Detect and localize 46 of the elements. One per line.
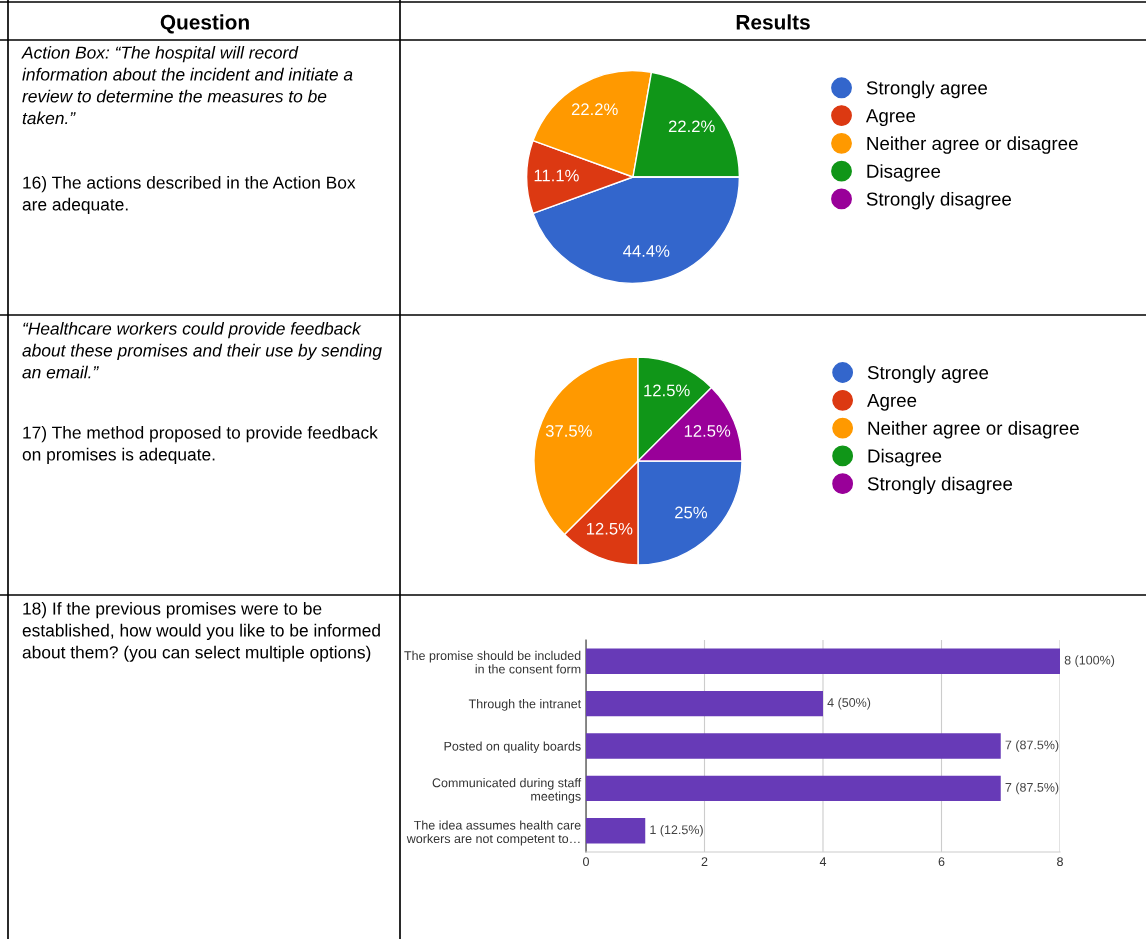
x-tick-label: 2: [701, 857, 708, 866]
text: Action Box: “The hospital will record information about the incident and initiate a review to determine the measures to be taken.”: [21, 46, 353, 125]
legend-label: Disagree: [867, 164, 941, 182]
text: 17) The method proposed to provide feedback on promises is adequate.: [22, 426, 378, 465]
legend-label: Neither agree or disagree: [867, 136, 1078, 154]
data-label: 22.2%: [571, 103, 618, 116]
bar: [586, 775, 1001, 802]
legend-label: Agree: [867, 393, 917, 411]
x-tick-label: 6: [938, 857, 945, 867]
data-label: 8 (100%): [1064, 655, 1115, 668]
legend-label: Neither agree or disagree: [868, 421, 1079, 439]
text: Question: [160, 14, 249, 34]
text: Results: [736, 14, 810, 30]
y-tick-label: Through the intranet: [468, 699, 582, 711]
text: 16) The actions described in the Action Box are adequate.: [22, 176, 356, 215]
text: “Healthcare workers could provide feedback about these promises and their use by sending an email.”: [22, 322, 382, 379]
legend-label: Disagree: [868, 448, 942, 467]
legend-label: Strongly agree: [866, 80, 988, 99]
legend-label: Agree: [865, 109, 916, 127]
data-label: 7 (87.5%): [1005, 740, 1059, 752]
text: 18) If the previous promises were to be established, how would you like to be informed about them? (you can select multiple options): [22, 602, 380, 662]
y-tick-label: The promise should be included in the consent form: [404, 650, 581, 674]
x-tick-label: 8: [1057, 857, 1063, 867]
data-label: 25%: [675, 506, 708, 519]
y-tick-label: Communicated during staff meetings: [432, 778, 582, 804]
bar: [586, 818, 646, 844]
data-label: 12.5%: [684, 425, 731, 437]
legend-label: Strongly disagree: [866, 191, 1011, 210]
bar: [586, 690, 823, 717]
y-tick-label: Posted on quality boards: [444, 741, 581, 754]
data-label: 1 (12.5%): [650, 824, 703, 837]
x-tick-label: 0: [583, 857, 589, 867]
bar: [586, 733, 1001, 759]
data-label: 22.2%: [668, 120, 715, 133]
data-label: 7 (87.5%): [1005, 782, 1059, 795]
legend-label: Strongly agree: [867, 365, 989, 383]
bar: [586, 648, 1060, 674]
data-label: 11.1%: [534, 169, 579, 182]
data-label: 44.4%: [623, 245, 670, 257]
data-label: 4 (50%): [827, 697, 871, 710]
data-label: 12.5%: [586, 522, 633, 535]
data-label: 37.5%: [545, 425, 592, 437]
y-tick-label: The idea assumes health care workers are not competent to…: [406, 820, 581, 846]
data-label: 12.5%: [644, 384, 690, 397]
x-tick-label: 4: [819, 857, 827, 866]
legend-label: Strongly disagree: [867, 476, 1013, 495]
